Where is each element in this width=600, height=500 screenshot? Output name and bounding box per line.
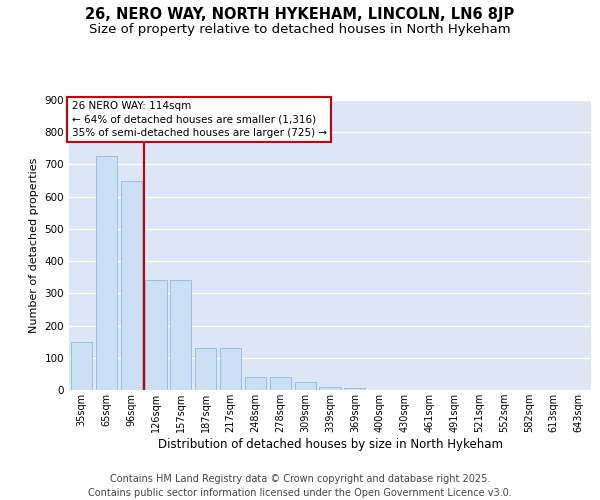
Bar xyxy=(245,377,266,390)
Text: 26 NERO WAY: 114sqm
← 64% of detached houses are smaller (1,316)
35% of semi-det: 26 NERO WAY: 114sqm ← 64% of detached ho… xyxy=(71,102,327,138)
Text: Size of property relative to detached houses in North Hykeham: Size of property relative to detached ho… xyxy=(89,22,511,36)
X-axis label: Distribution of detached houses by size in North Hykeham: Distribution of detached houses by size … xyxy=(157,438,503,451)
Bar xyxy=(96,156,117,390)
Bar xyxy=(344,388,365,390)
Bar xyxy=(121,180,142,390)
Text: 26, NERO WAY, NORTH HYKEHAM, LINCOLN, LN6 8JP: 26, NERO WAY, NORTH HYKEHAM, LINCOLN, LN… xyxy=(85,8,515,22)
Y-axis label: Number of detached properties: Number of detached properties xyxy=(29,158,39,332)
Bar xyxy=(295,382,316,390)
Bar xyxy=(170,280,191,390)
Bar xyxy=(195,348,216,390)
Text: Contains HM Land Registry data © Crown copyright and database right 2025.
Contai: Contains HM Land Registry data © Crown c… xyxy=(88,474,512,498)
Bar xyxy=(145,280,167,390)
Bar xyxy=(220,348,241,390)
Bar xyxy=(319,387,341,390)
Bar xyxy=(270,377,291,390)
Bar xyxy=(71,342,92,390)
